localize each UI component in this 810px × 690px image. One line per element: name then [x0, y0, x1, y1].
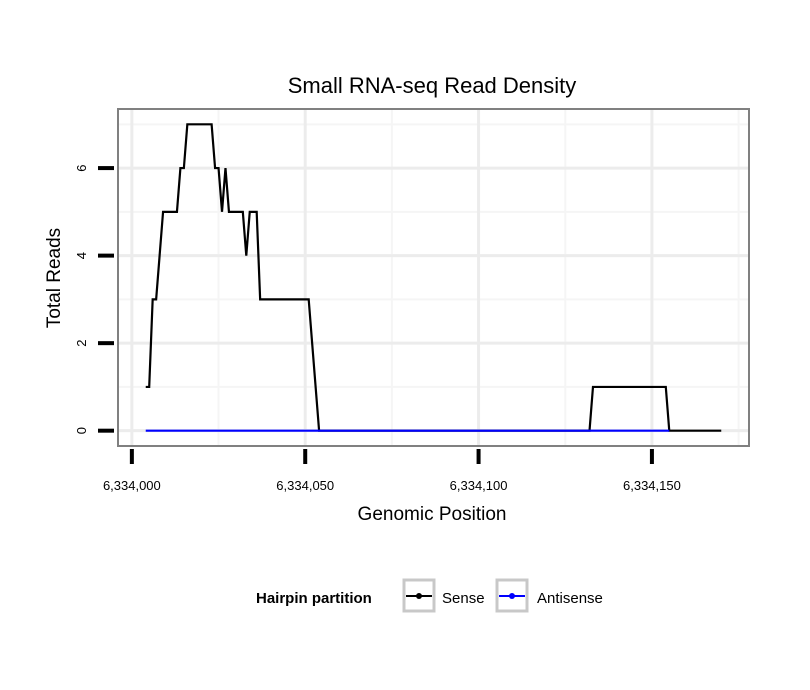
grid-minor — [118, 109, 749, 446]
x-tick-label: 6,334,050 — [276, 478, 334, 493]
x-axis: 6,334,000 6,334,050 6,334,100 6,334,150 — [103, 449, 681, 493]
plot-border — [117, 108, 750, 447]
y-tick-label: 0 — [74, 427, 89, 434]
series-layer — [145, 123, 722, 432]
y-tick-label: 2 — [74, 340, 89, 347]
plot-background — [118, 109, 749, 446]
legend-dot-antisense — [509, 593, 515, 599]
plot-panel — [117, 108, 750, 447]
legend-item-sense: Sense — [402, 578, 485, 613]
legend: Hairpin partition Sense Antisense — [256, 578, 603, 613]
x-tick-label: 6,334,100 — [450, 478, 508, 493]
legend-label-sense: Sense — [442, 590, 485, 607]
x-tick-label: 6,334,000 — [103, 478, 161, 493]
legend-title: Hairpin partition — [256, 590, 372, 607]
y-axis: 0 2 4 6 — [74, 164, 114, 434]
legend-label-antisense: Antisense — [537, 590, 603, 607]
x-tick-label: 6,334,150 — [623, 478, 681, 493]
legend-dot-sense — [416, 593, 422, 599]
y-tick-label: 6 — [74, 164, 89, 171]
legend-item-antisense: Antisense — [495, 578, 603, 613]
y-tick-label: 4 — [74, 252, 89, 259]
y-axis-label: Total Reads — [44, 228, 65, 328]
x-axis-label: Genomic Position — [358, 504, 507, 525]
chart-title: Small RNA-seq Read Density — [288, 73, 577, 98]
